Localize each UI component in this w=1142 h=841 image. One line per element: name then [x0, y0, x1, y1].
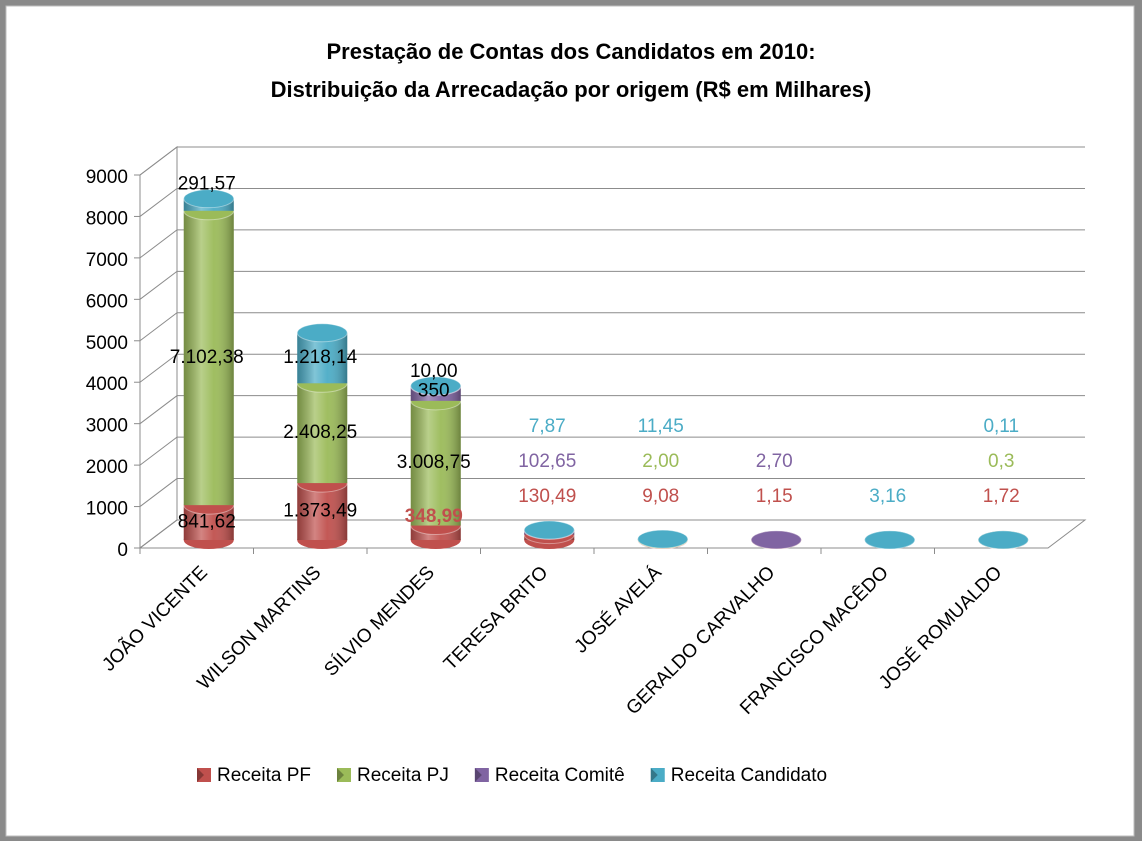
shade: [297, 483, 348, 540]
bar-top: [750, 530, 802, 550]
bar-top: [296, 323, 348, 343]
data-label: 7.102,38: [170, 347, 244, 368]
bar-segment: [864, 530, 916, 550]
legend-label: Receita PJ: [357, 765, 449, 786]
grid-line: [139, 229, 1085, 259]
chart-title: Prestação de Contas dos Candidatos em 20…: [326, 39, 815, 64]
data-label: 11,45: [638, 416, 684, 437]
data-label: 348,99: [405, 506, 463, 527]
legend-swatch: [650, 768, 665, 782]
data-label: 841,62: [178, 512, 236, 533]
shade: [183, 210, 234, 506]
bar-segment: [183, 495, 235, 549]
y-tick-label: 3000: [86, 416, 128, 437]
grid-line: [139, 436, 1085, 466]
bar-segment: [523, 520, 575, 540]
data-label: 130,49: [518, 486, 576, 507]
data-label: 9,08: [642, 486, 679, 507]
bar-top: [637, 529, 689, 549]
legend-swatch: [197, 768, 211, 782]
bar-segment: [750, 530, 802, 550]
y-tick-label: 5000: [86, 333, 128, 354]
bar-segment: [977, 530, 1029, 550]
data-label: 1,15: [756, 486, 793, 507]
legend-swatch: [474, 768, 489, 782]
data-label: 10,00: [410, 361, 458, 382]
y-tick-label: 0: [117, 540, 128, 561]
bar-top: [977, 530, 1029, 550]
y-tick-label: 8000: [86, 208, 128, 229]
data-label: 0,11: [983, 416, 1019, 437]
data-label: 1.218,14: [283, 347, 357, 368]
shade: [410, 400, 461, 526]
bar-top: [523, 520, 575, 540]
legend-label: Receita Comitê: [495, 765, 625, 786]
legend-swatch-shade: [474, 768, 482, 782]
data-label: 3,16: [869, 486, 906, 507]
grid-line: [139, 270, 1085, 300]
y-tick-label: 2000: [86, 457, 128, 478]
bar-segment: [410, 376, 462, 396]
data-label: 2.408,25: [283, 422, 357, 443]
data-label: 291,57: [178, 174, 236, 195]
legend-swatch-shade: [197, 768, 204, 782]
bar-top: [410, 376, 462, 396]
grid-line: [139, 312, 1085, 342]
y-tick-label: 1000: [86, 499, 128, 520]
bar-segment: [183, 201, 235, 506]
chart-area: [5, 5, 1135, 837]
grid-line: [139, 519, 1085, 549]
bar-top: [864, 530, 916, 550]
bar-segment: [296, 323, 348, 384]
shade: [297, 383, 348, 484]
data-label: 1.373,49: [283, 501, 357, 522]
grid-line: [139, 353, 1085, 383]
bar-segment: [183, 189, 235, 211]
data-label: 3.008,75: [397, 452, 471, 473]
bar-segment: [637, 529, 689, 549]
legend-label: Receita PF: [217, 765, 311, 786]
grid-line: [139, 478, 1085, 507]
legend-label: Receita Candidato: [671, 765, 827, 786]
grid-line: [139, 187, 1085, 217]
y-tick-label: 9000: [86, 167, 128, 188]
chart-title: Distribuição da Arrecadação por origem (…: [271, 77, 872, 102]
grid-line: [139, 146, 1085, 176]
grid-line: [139, 395, 1085, 425]
bar-top: [183, 189, 235, 209]
data-label: 350: [418, 380, 450, 401]
y-tick-label: 6000: [86, 291, 128, 312]
data-label: 102,65: [518, 451, 576, 472]
legend-swatch-shade: [336, 768, 344, 782]
legend-swatch-shade: [650, 768, 658, 782]
y-tick-label: 4000: [86, 374, 128, 395]
legend-swatch: [336, 768, 351, 782]
data-label: 7,87: [529, 416, 566, 437]
data-label: 2,70: [756, 451, 793, 472]
data-label: 1,72: [983, 486, 1020, 507]
data-label: 0,3: [988, 451, 1014, 472]
data-label: 2,00: [642, 451, 679, 472]
y-tick-label: 7000: [86, 250, 128, 271]
